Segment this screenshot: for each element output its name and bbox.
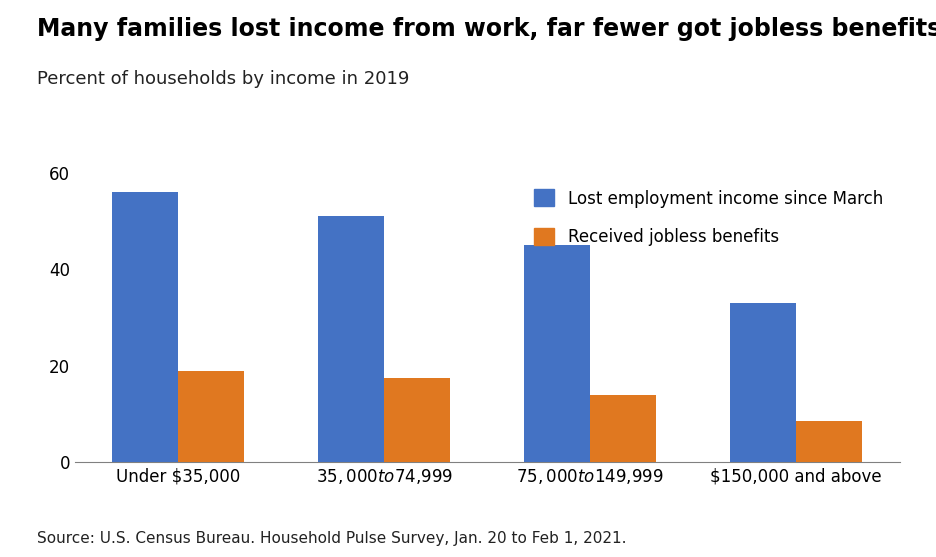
Bar — [590, 395, 655, 462]
Bar — [318, 216, 384, 462]
Legend: Lost employment income since March, Received jobless benefits: Lost employment income since March, Rece… — [525, 181, 890, 254]
Bar — [178, 370, 244, 462]
Bar — [729, 303, 796, 462]
Bar — [112, 192, 178, 462]
Bar — [524, 245, 590, 462]
Bar — [796, 421, 861, 462]
Text: Percent of households by income in 2019: Percent of households by income in 2019 — [37, 70, 409, 87]
Bar — [384, 378, 449, 462]
Text: Many families lost income from work, far fewer got jobless benefits: Many families lost income from work, far… — [37, 17, 936, 41]
Text: Source: U.S. Census Bureau. Household Pulse Survey, Jan. 20 to Feb 1, 2021.: Source: U.S. Census Bureau. Household Pu… — [37, 531, 626, 546]
